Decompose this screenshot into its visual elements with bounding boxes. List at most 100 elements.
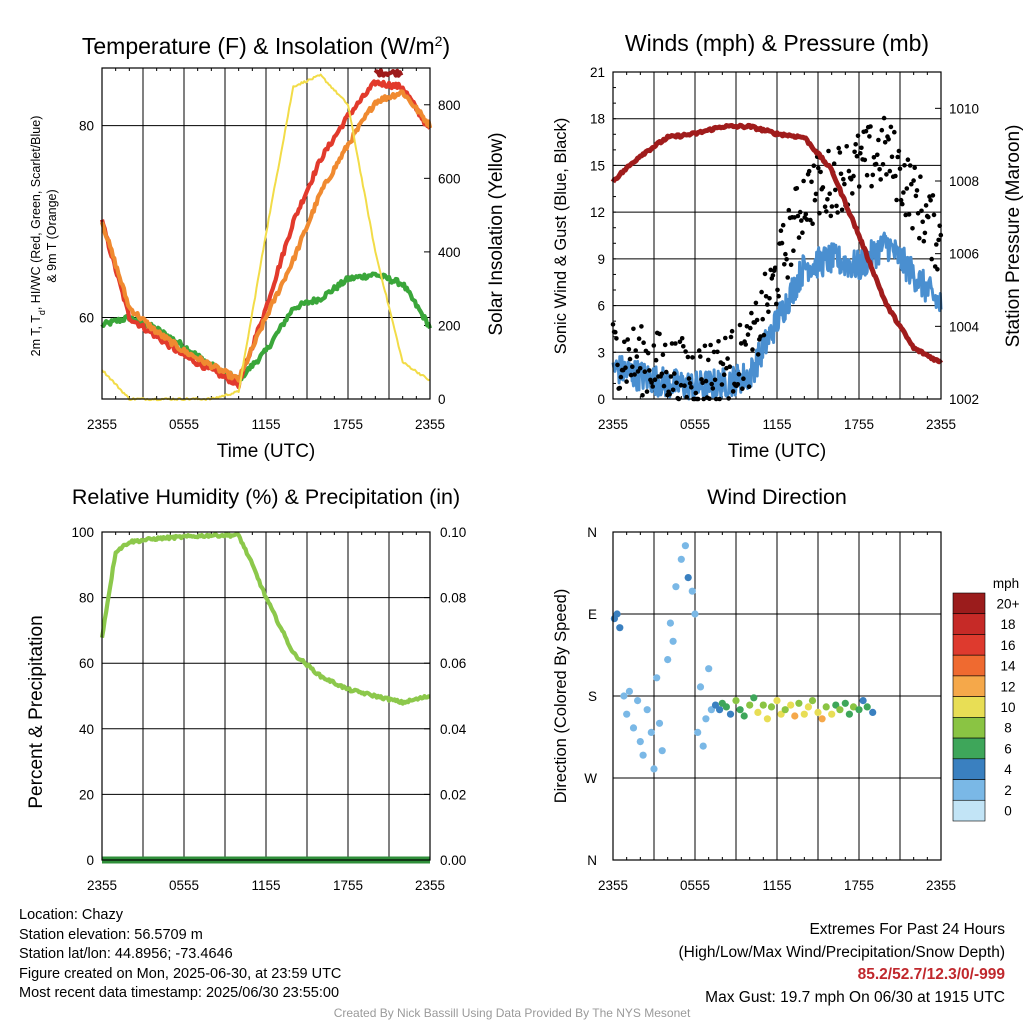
wind-gust-point [760, 316, 765, 322]
wind-direction-point [804, 703, 813, 711]
panel2-xtick-label: 2355 [926, 417, 956, 432]
wind-gust-point [935, 267, 940, 272]
wind-direction-point [808, 697, 817, 705]
panel1-xtick-label: 0555 [169, 417, 199, 432]
wind-direction-point [859, 697, 867, 705]
wind-gust-point [900, 201, 905, 207]
wind-gust-point [686, 376, 692, 381]
panel3-xtick-label: 2355 [415, 878, 445, 893]
panel4-xtick-label: 0555 [680, 878, 710, 893]
wind-gust-point [725, 356, 730, 361]
wind-gust-point [909, 181, 914, 187]
wind-gust-point [870, 172, 876, 178]
panel2-xtick-label: 1755 [844, 417, 874, 432]
wind-gust-point [776, 293, 781, 299]
station-latlon: Station lat/lon: 44.8956; -73.4646 [19, 946, 233, 962]
wind-gust-point [850, 191, 855, 196]
wind-gust-point [788, 262, 794, 268]
panel3-y2tick-label: 0.02 [440, 787, 466, 802]
wind-gust-point [889, 154, 895, 160]
wind-gust-point [784, 257, 789, 262]
wind-gust-point [640, 393, 645, 398]
panel3-ytick-label: 100 [71, 525, 94, 540]
panel1-ytick-label: 60 [79, 310, 94, 325]
colorbar-label: 10 [1000, 700, 1015, 715]
wind-gust-point [895, 154, 900, 160]
wind-direction-point [707, 706, 716, 714]
wind-gust-point [741, 376, 746, 382]
colorbar-swatch [952, 634, 986, 656]
extremes-subtitle: (High/Low/Max Wind/Precipitation/Snow De… [678, 943, 1006, 961]
colorbar-swatch [952, 654, 986, 677]
wind-gust-point [838, 171, 844, 177]
wind-direction-point [869, 708, 877, 717]
wind-gust-point [839, 207, 845, 213]
humidity-yaxis-label: Percent & Precipitation [26, 615, 47, 808]
colorbar-swatch [952, 737, 986, 760]
wind-gust-point [914, 188, 920, 193]
wind-gust-point [696, 348, 702, 353]
wind-gust-point [736, 371, 742, 377]
colorbar-label: 12 [1000, 679, 1015, 694]
wind-direction-point [767, 703, 776, 711]
wind-direction-point [828, 710, 836, 718]
wind-gust-point [880, 162, 886, 167]
wind-gust-point [698, 354, 703, 359]
wind-direction-point [736, 706, 744, 714]
wind-gust-point [669, 341, 675, 346]
panel3-ytick-label: 80 [79, 591, 94, 606]
wind-direction-point [664, 656, 672, 664]
wind-gust-point [785, 275, 790, 280]
wind-gust-point [754, 317, 760, 323]
wind-gust-point [844, 144, 849, 149]
panel4-xtick-label: 2355 [598, 878, 628, 893]
wind-gust-point [892, 129, 897, 135]
title-close: ) [442, 33, 450, 59]
wind-gust-point [936, 237, 941, 243]
wind-gust-point [641, 340, 646, 346]
wind-direction-point [653, 674, 661, 682]
wind-gust-point [878, 177, 883, 182]
wind-direction-point [684, 574, 692, 582]
wind-gust-point [881, 115, 887, 121]
wind-gust-point [746, 384, 752, 390]
wind-direction-point [623, 710, 631, 718]
panel1-y2tick-label: 400 [438, 245, 461, 260]
temperature-series-temperature [99, 79, 432, 390]
max-gust: Max Gust: 19.7 mph On 06/30 at 1915 UTC [705, 988, 1005, 1006]
wind-gust-point [723, 335, 728, 341]
wind-gust-point [636, 336, 642, 342]
wind-gust-point [871, 155, 877, 160]
wind-direction-point [863, 703, 871, 711]
wind-gust-point [660, 352, 666, 358]
wind-gust-point [886, 137, 891, 142]
wind-gust-point [921, 238, 927, 244]
wind-gust-point [661, 383, 667, 389]
wind-gust-point [919, 208, 924, 214]
wind-direction-point [655, 719, 664, 727]
panel2-ytick-label: 6 [597, 299, 605, 314]
wind-gust-point [653, 357, 659, 363]
wind-direction-point [849, 703, 858, 711]
extremes-panel: Extremes For Past 24 Hours (High/Low/Max… [679, 919, 1006, 1009]
wind-gust-point [728, 334, 734, 340]
wind-gust-point [913, 193, 919, 199]
panel2-xtick-label: 2355 [598, 417, 628, 432]
panel4-ytick-label: E [588, 607, 597, 622]
ylabel-rest: , HI/WC (Red, Green, Scarlet/Blue) [29, 116, 43, 311]
panel1-xtick-label: 1755 [333, 417, 363, 432]
colorbar-swatch [952, 592, 986, 615]
wind-direction-point [634, 697, 642, 705]
wind-gust-point [712, 377, 718, 383]
wind-gust-point [926, 214, 931, 220]
panel3-ytick-label: 20 [79, 787, 94, 802]
colorbar-label: 16 [1000, 638, 1015, 653]
ylabel-subscript: d [37, 310, 47, 315]
wind-direction-point [773, 697, 781, 705]
panel1-xtick-label: 2355 [87, 417, 117, 432]
wind-direction-point [696, 683, 705, 691]
wind-gust-point [800, 230, 805, 235]
wind-gust-point [690, 355, 695, 360]
wind-direction-point [688, 587, 696, 595]
